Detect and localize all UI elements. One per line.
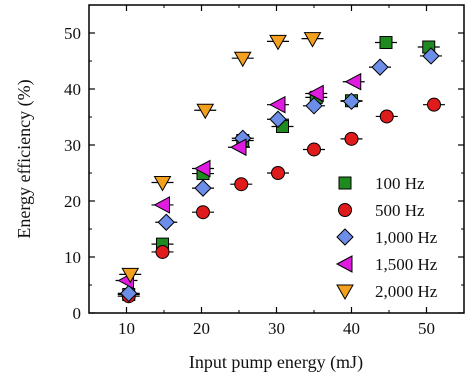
data-point (307, 84, 324, 103)
plot-area (88, 4, 465, 314)
data-point (344, 72, 362, 91)
data-point (193, 159, 211, 178)
data-point (379, 109, 394, 124)
legend-marker (338, 203, 352, 217)
data-point (271, 166, 285, 180)
legend-label: 1,500 Hz (375, 255, 438, 274)
data-point (153, 176, 172, 192)
data-point (196, 103, 215, 120)
legend: 100 Hz 500 Hz 1,000 Hz 1,500 Hz 2,000 Hz (335, 174, 438, 301)
legend-label: 2,000 Hz (375, 282, 438, 301)
data-point (155, 244, 170, 259)
y-tick-label: 30 (64, 136, 81, 155)
data-point (157, 213, 175, 231)
data-point (371, 58, 389, 76)
y-tick-label: 50 (64, 24, 81, 43)
x-tick-label: 40 (343, 319, 360, 338)
y-tick-label: 20 (64, 192, 81, 211)
data-point (229, 138, 247, 157)
data-point (268, 95, 286, 114)
legend-marker (336, 228, 354, 246)
legend-label: 100 Hz (375, 174, 425, 193)
legend-marker (335, 255, 353, 273)
data-point (234, 177, 249, 192)
legend-marker (336, 284, 354, 301)
data-point (422, 47, 440, 65)
x-tick-label: 20 (193, 319, 210, 338)
data-point (153, 196, 170, 214)
data-point (121, 267, 140, 284)
y-tick-label: 40 (64, 80, 81, 99)
data-point (233, 51, 252, 68)
legend-label: 1,000 Hz (375, 228, 438, 247)
data-markers (115, 32, 445, 304)
data-point (120, 284, 138, 303)
x-tick-label: 30 (268, 319, 285, 338)
data-point (344, 131, 359, 146)
data-point (379, 36, 393, 50)
data-point (269, 110, 287, 128)
legend-marker (338, 176, 352, 190)
data-point (303, 32, 322, 48)
data-point (305, 97, 323, 115)
axis-ticks: 10 20 30 40 50 0 10 20 30 40 50 (64, 5, 464, 338)
x-axis-title: Input pump energy (mJ) (189, 352, 363, 373)
data-point (194, 179, 212, 197)
y-axis-title: Energy efficiency (%) (14, 79, 35, 238)
legend-label: 500 Hz (375, 201, 425, 220)
data-point (307, 142, 321, 157)
y-tick-label: 0 (73, 304, 82, 323)
data-point (427, 97, 441, 112)
data-point (342, 92, 361, 111)
y-tick-label: 10 (64, 248, 81, 267)
x-tick-label: 10 (118, 319, 135, 338)
x-tick-label: 50 (418, 319, 435, 338)
data-point (269, 34, 287, 51)
data-point (196, 205, 210, 220)
